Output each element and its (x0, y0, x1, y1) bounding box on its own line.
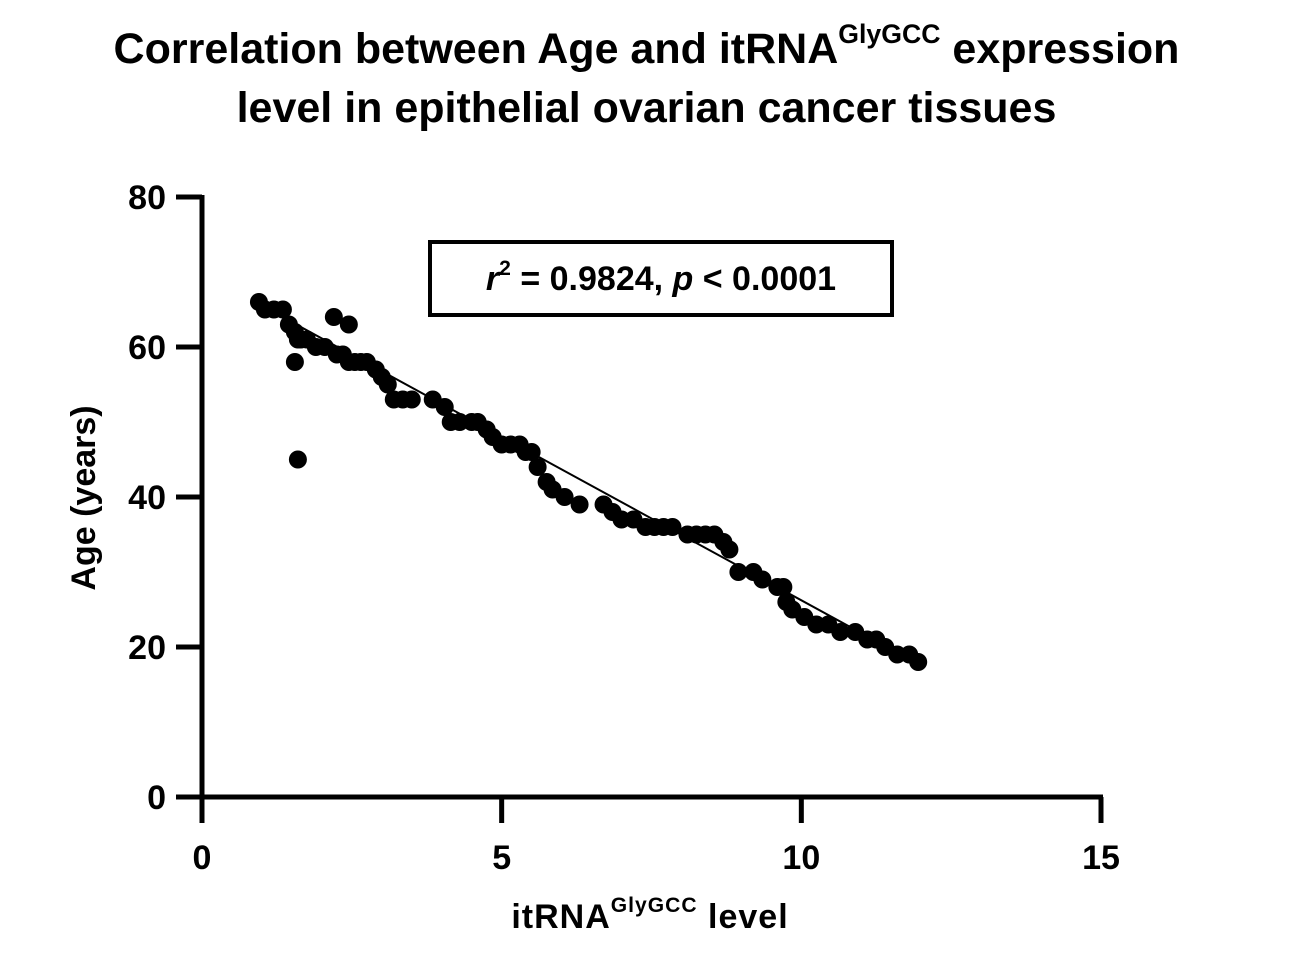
x-tick-label: 0 (193, 839, 212, 877)
data-point (324, 308, 343, 326)
data-point (522, 443, 541, 461)
data-point (378, 375, 397, 394)
data-point (663, 518, 682, 536)
data-point (285, 353, 304, 371)
data-point (273, 300, 292, 319)
x-tick-label: 15 (1082, 839, 1120, 877)
r-value-text: = 0.9824, (510, 260, 673, 298)
r-symbol: r (485, 260, 500, 298)
data-point (774, 578, 793, 596)
axes (176, 194, 1104, 823)
x-tick-label: 5 (492, 839, 511, 877)
x-axis-label: itRNAGlyGCC level (0, 894, 1293, 937)
p-value-text: < 0.0001 (693, 260, 837, 298)
data-point (402, 390, 421, 409)
title-superscript: GlyGCC (838, 19, 941, 50)
x-label-text-after: level (697, 898, 789, 936)
data-point (570, 495, 589, 514)
data-point (435, 398, 454, 416)
title-line-1: Correlation between Age and itRNAGlyGCC … (0, 19, 1293, 81)
x-label-superscript: GlyGCC (610, 894, 698, 918)
data-point (909, 653, 928, 671)
data-point (831, 623, 850, 641)
title-line-2: level in epithelial ovarian cancer tissu… (236, 84, 1057, 132)
x-tick-label: 10 (782, 839, 820, 877)
tick-labels: 0 20 40 60 80 0 5 10 15 (128, 179, 1120, 877)
title-text: Correlation between Age and itRNA (113, 25, 839, 73)
y-axis-label: Age (years) (65, 405, 103, 590)
data-point (339, 315, 358, 334)
y-tick-label: 40 (128, 479, 166, 517)
y-tick-label: 60 (128, 329, 166, 367)
data-point (753, 570, 772, 589)
data-point (555, 488, 574, 506)
y-tick-label: 80 (128, 179, 166, 217)
data-point (528, 458, 547, 476)
p-symbol: p (672, 260, 694, 298)
data-points (249, 293, 928, 671)
data-point (720, 540, 739, 559)
data-point (729, 563, 748, 581)
r-superscript: 2 (499, 257, 511, 281)
y-tick-label: 20 (128, 629, 166, 667)
statistics-annotation: r2 = 0.9824, p < 0.0001 (428, 240, 894, 317)
title-text-after: expression (940, 25, 1180, 73)
x-label-text: itRNA (511, 898, 611, 936)
y-tick-label: 0 (147, 779, 166, 817)
data-point (288, 450, 307, 469)
chart-title: Correlation between Age and itRNAGlyGCC … (0, 19, 1293, 135)
